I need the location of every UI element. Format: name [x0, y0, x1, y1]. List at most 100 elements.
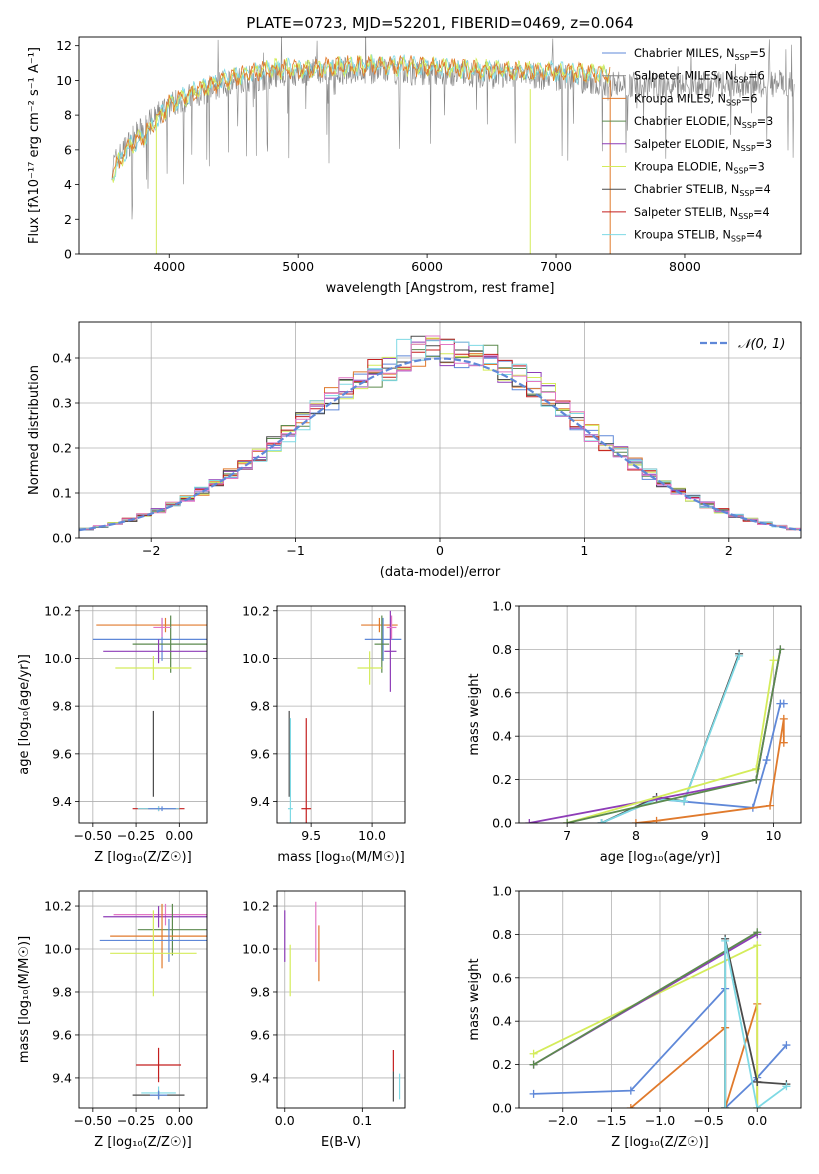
y-axis-label: age [log₁₀(age/yr)]	[17, 654, 32, 775]
data-point	[301, 718, 312, 823]
data-point	[149, 1090, 168, 1100]
y-tick-label: 9.8	[250, 699, 270, 714]
series-marker	[721, 1104, 730, 1108]
series-line-olive	[533, 931, 758, 1066]
x-tick-label: −1.0	[645, 1113, 675, 1128]
data-point	[148, 806, 176, 812]
x-axis-label: Z [log₁₀(Z/Z☉)]	[611, 1135, 708, 1150]
series-line-yellowgreen	[533, 943, 759, 1108]
x-axis-label: wavelength [Angstrom, rest frame]	[326, 281, 555, 296]
y-tick-label: 10.2	[44, 603, 72, 618]
y-tick-label: 12	[56, 38, 72, 53]
y-tick-label: 0.4	[492, 729, 512, 744]
y-tick-label: 0	[64, 247, 72, 262]
data-point	[136, 1047, 182, 1083]
x-tick-label: 8000	[669, 259, 701, 274]
x-axis-label: mass [log₁₀(M/M☉)]	[277, 850, 404, 865]
series-line-orange	[630, 1003, 759, 1108]
series-line-cyan	[601, 655, 740, 823]
mass_vs_Z-errorbars	[99, 903, 207, 1100]
series-marker	[563, 819, 572, 823]
x-tick-label: −0.50	[74, 1113, 112, 1128]
legend-entry: 𝒩(0, 1)	[738, 337, 785, 352]
legend-entry: Salpeter STELIB, NSSP=4	[634, 206, 770, 221]
series-marker	[680, 797, 689, 806]
mass_vs_Z-panel: −0.50 −0.25 0.00 9.4 9.6 9.8 10.0 10.2 Z [log₁₀(…	[17, 890, 208, 1150]
legend-entry: Chabrier STELIB, NSSP=4	[634, 183, 771, 198]
x-axis-label: E(B-V)	[321, 1135, 361, 1150]
axes-frame	[276, 605, 406, 824]
y-axis-label: mass weight	[467, 673, 482, 755]
legend-entry: Salpeter MILES, NSSP=6	[634, 70, 765, 85]
series-marker	[525, 819, 534, 823]
x-tick-label: −1	[286, 543, 304, 558]
x-tick-label: 9.5	[301, 828, 321, 843]
axes-frame	[78, 605, 208, 824]
x-tick-label: −0.25	[117, 1113, 155, 1128]
mass_vs_ebv-panel: 0.0 0.1 9.4 9.6 9.8 10.0 10.2 E(B-V)	[242, 890, 406, 1150]
series-marker	[626, 1104, 635, 1108]
x-tick-label: 1	[580, 543, 588, 558]
data-point	[110, 910, 197, 997]
x-axis-label: Z [log₁₀(Z/Z☉)]	[94, 1135, 191, 1150]
age_vs_Z-errorbars	[92, 615, 207, 812]
y-axis-label: Flux [fλ10⁻¹⁷ erg cm⁻² s⁻¹ A⁻¹]	[27, 47, 42, 244]
x-tick-label: 6000	[411, 259, 443, 274]
legend-entry: Kroupa STELIB, NSSP=4	[634, 229, 762, 244]
x-tick-label: −0.5	[693, 1113, 723, 1128]
axes-frame	[276, 890, 406, 1109]
data-point	[386, 615, 397, 640]
data-point	[357, 651, 382, 685]
legend-entry: Salpeter ELODIE, NSSP=3	[634, 138, 772, 153]
y-tick-label: 10.0	[44, 651, 72, 666]
age_vs_Z-panel: −0.50 −0.25 0.00 9.4 9.6 9.8 10.0 10.2 Z [log₁₀(…	[17, 603, 208, 865]
series-marker	[779, 699, 788, 708]
spectrum-lines	[111, 37, 795, 254]
x-axis-label: age [log₁₀(age/yr)]	[600, 850, 721, 865]
y-tick-label: 0.4	[492, 1014, 512, 1029]
x-tick-label: 7	[563, 828, 571, 843]
x-tick-label: 4000	[153, 259, 185, 274]
x-tick-label: 0.0	[275, 1113, 295, 1128]
data-point	[361, 617, 398, 633]
data-point	[115, 656, 192, 680]
x-tick-label: 2	[725, 543, 733, 558]
y-tick-label: 10.2	[242, 899, 270, 914]
age_vs_mass-panel: 9.5 10.0 9.4 9.6 9.8 10.0 10.2 mass [log₁₀(M/M☉…	[242, 603, 406, 865]
axes-frame	[518, 605, 802, 824]
x-tick-label: −1.5	[596, 1113, 626, 1128]
x-axis-label: Z [log₁₀(Z/Z☉)]	[94, 850, 191, 865]
x-tick-label: 8	[632, 828, 640, 843]
legend-entry: Chabrier ELODIE, NSSP=3	[634, 115, 773, 130]
gaussian-curve	[79, 357, 801, 532]
x-tick-label: 10	[766, 828, 782, 843]
model-spectrum-orange	[112, 54, 611, 178]
y-tick-label: 9.8	[52, 699, 72, 714]
legend-entry: Kroupa ELODIE, NSSP=3	[634, 161, 765, 176]
data-point	[99, 918, 207, 962]
data-point	[103, 639, 207, 664]
x-tick-label: 0.00	[165, 1113, 193, 1128]
data-point	[110, 903, 207, 969]
residuals-panel: −2 −1 0 1 2 0.0 0.1 0.2 0.3 0.4 (data-model)/error…	[27, 321, 802, 580]
y-tick-label: 0.6	[492, 685, 512, 700]
y-tick-label: 8	[64, 108, 72, 123]
y-tick-label: 10.0	[242, 942, 270, 957]
data-point	[96, 617, 207, 633]
y-tick-label: 0.8	[492, 927, 512, 942]
series-line-cyan	[724, 940, 787, 1108]
axes-frame	[78, 36, 802, 255]
axes-frame	[78, 321, 802, 539]
y-tick-label: 9.6	[52, 1027, 72, 1042]
data-point	[374, 615, 390, 673]
y-tick-label: 9.4	[250, 1070, 270, 1085]
x-tick-label: −2	[142, 543, 160, 558]
x-tick-label: 10.0	[358, 828, 386, 843]
data-point	[137, 903, 207, 956]
histogram-lines	[79, 335, 801, 532]
massweight_vs_Z-series	[529, 928, 791, 1108]
massweight_vs_age-panel: 7 8 9 10 0.0 0.2 0.4 0.6 0.8 1.0 age [log₁₀(age/yr…	[467, 599, 802, 865]
x-tick-label: 9	[701, 828, 709, 843]
y-tick-label: 0.8	[492, 642, 512, 657]
